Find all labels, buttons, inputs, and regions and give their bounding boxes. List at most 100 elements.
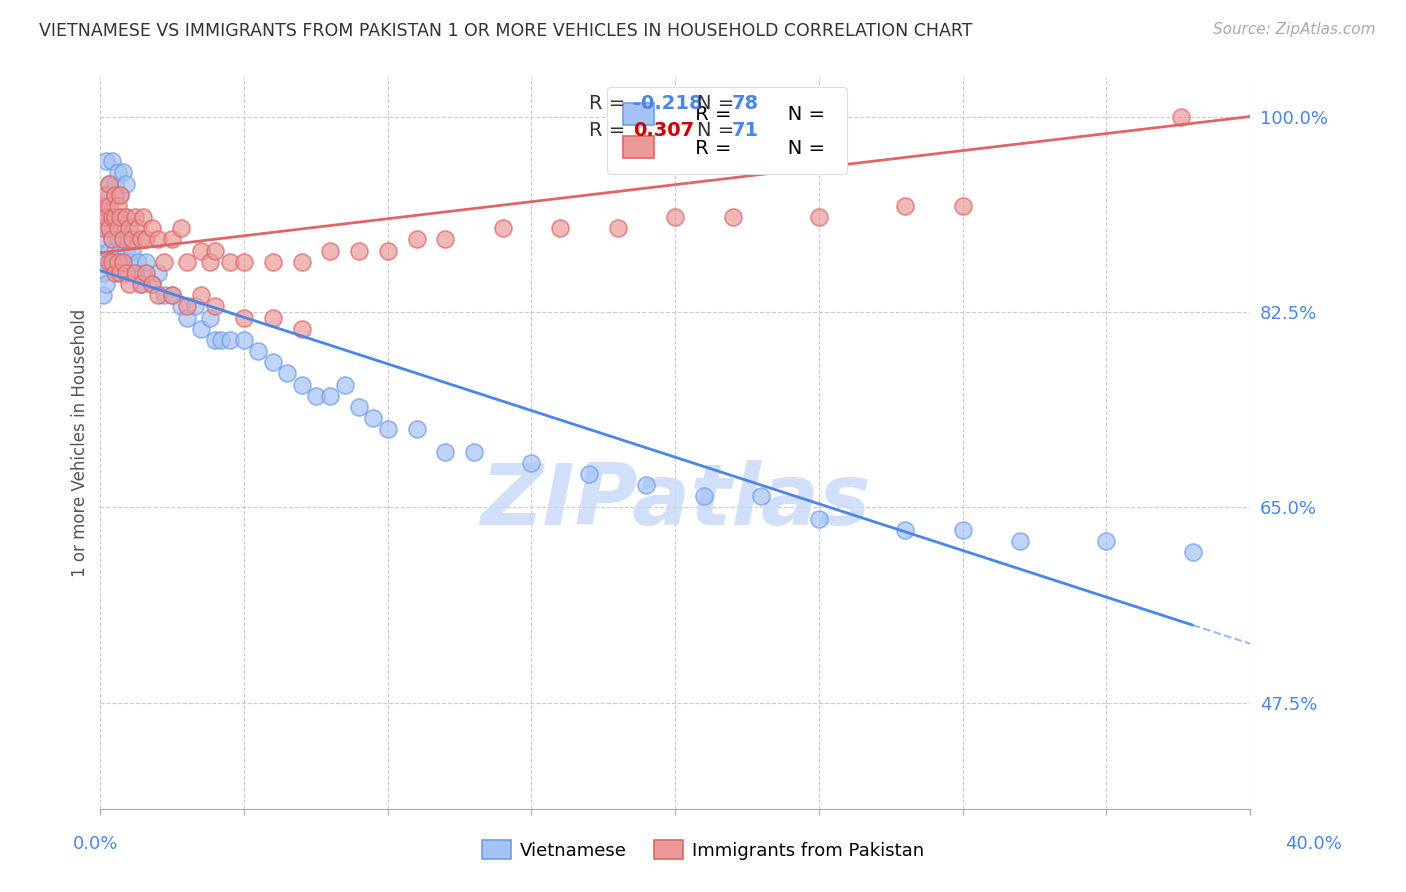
Point [170, 221, 193, 235]
Point [91, 199, 114, 213]
Point [110, 187, 132, 202]
Point [204, 300, 226, 314]
Point [101, 254, 124, 268]
Point [94, 232, 117, 246]
Point [319, 389, 342, 403]
Point [170, 300, 193, 314]
Point [115, 266, 138, 280]
Point [1181, 545, 1204, 559]
Point [91, 266, 114, 280]
Point [233, 310, 256, 325]
Point [104, 244, 127, 258]
Text: 0.307: 0.307 [633, 120, 693, 140]
Point [204, 244, 226, 258]
Point [104, 187, 127, 202]
Text: N =: N = [697, 94, 734, 112]
Point [132, 266, 155, 280]
Point [347, 400, 370, 414]
Point [218, 254, 240, 268]
Point [94, 277, 117, 291]
Point [104, 266, 127, 280]
Point [184, 300, 207, 314]
Point [98, 187, 121, 202]
Point [290, 254, 312, 268]
Point [463, 444, 485, 458]
Text: N =: N = [697, 120, 734, 140]
Point [276, 367, 298, 381]
Point [405, 232, 427, 246]
Point [262, 254, 284, 268]
Y-axis label: 1 or more Vehicles in Household: 1 or more Vehicles in Household [72, 310, 89, 577]
Point [115, 244, 138, 258]
Text: 40.0%: 40.0% [1285, 835, 1341, 853]
Point [98, 254, 121, 268]
Point [98, 177, 121, 191]
Point [94, 199, 117, 213]
Point [204, 333, 226, 347]
Point [290, 377, 312, 392]
Text: ZIPatlas: ZIPatlas [479, 460, 870, 543]
Legend: Vietnamese, Immigrants from Pakistan: Vietnamese, Immigrants from Pakistan [475, 833, 931, 867]
Point [1010, 533, 1032, 548]
Point [721, 210, 744, 224]
Point [115, 177, 138, 191]
Point [110, 266, 132, 280]
Point [198, 254, 221, 268]
Point [107, 232, 129, 246]
Point [91, 254, 114, 268]
Point [434, 232, 457, 246]
Point [124, 266, 146, 280]
Point [94, 187, 117, 202]
Point [101, 232, 124, 246]
Text: Source: ZipAtlas.com: Source: ZipAtlas.com [1212, 22, 1375, 37]
Point [141, 221, 163, 235]
Point [176, 310, 198, 325]
Text: 0.0%: 0.0% [73, 835, 118, 853]
Point [233, 333, 256, 347]
Point [190, 288, 212, 302]
Point [160, 288, 183, 302]
Point [606, 221, 628, 235]
Point [107, 199, 129, 213]
Point [112, 232, 135, 246]
Point [160, 232, 183, 246]
Text: R =: R = [589, 94, 626, 112]
Point [190, 322, 212, 336]
Point [110, 187, 132, 202]
Point [110, 244, 132, 258]
Point [141, 277, 163, 291]
Point [110, 210, 132, 224]
Text: 78: 78 [731, 94, 759, 112]
Point [112, 232, 135, 246]
Point [115, 210, 138, 224]
Point [894, 523, 917, 537]
Point [91, 288, 114, 302]
Point [98, 199, 121, 213]
Point [121, 232, 143, 246]
Point [94, 210, 117, 224]
Point [146, 232, 169, 246]
Point [121, 244, 143, 258]
Point [101, 210, 124, 224]
Point [520, 456, 543, 470]
Point [209, 333, 232, 347]
Point [112, 254, 135, 268]
Point [305, 389, 328, 403]
Point [141, 277, 163, 291]
Point [112, 254, 135, 268]
Point [124, 266, 146, 280]
Point [104, 221, 127, 235]
Point [190, 244, 212, 258]
Point [104, 254, 127, 268]
Point [127, 221, 149, 235]
Point [1170, 110, 1192, 124]
Point [548, 221, 571, 235]
Point [124, 210, 146, 224]
Point [198, 310, 221, 325]
Point [107, 221, 129, 235]
Point [233, 254, 256, 268]
Point [218, 333, 240, 347]
Point [129, 277, 152, 291]
Point [146, 288, 169, 302]
Point [135, 232, 157, 246]
